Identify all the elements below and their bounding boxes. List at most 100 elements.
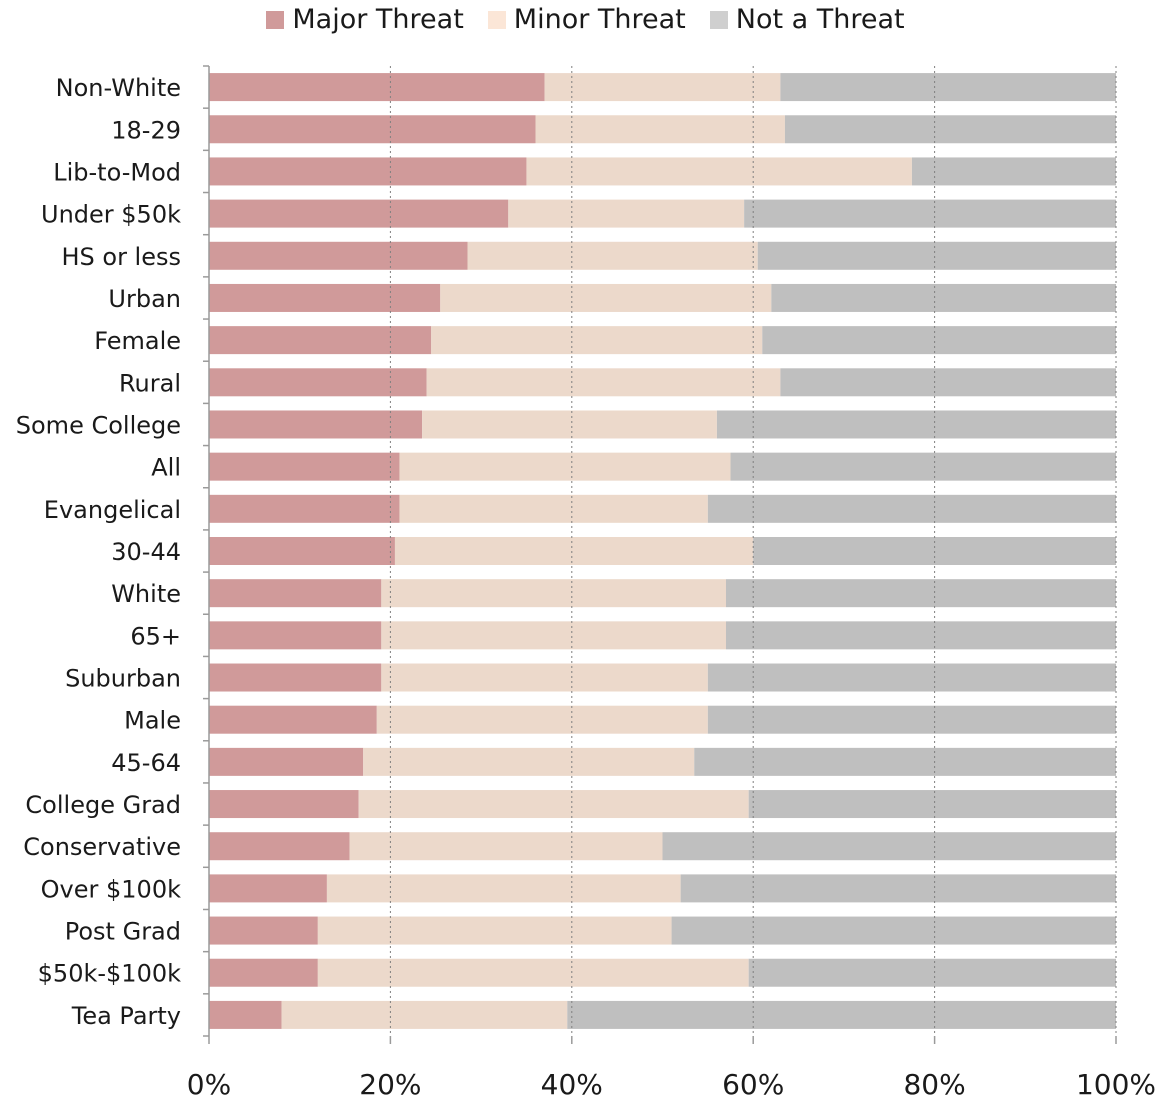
bar-major-threat-male <box>209 705 377 734</box>
bar-major-threat-30-44 <box>209 537 395 565</box>
bar-not-a-threat-lib-to-mod <box>911 157 1116 186</box>
x-tick-label: 20% <box>359 1068 421 1100</box>
bar-major-threat-suburban <box>209 663 382 692</box>
bar-not-a-threat-college-grad <box>748 790 1116 819</box>
bar-minor-threat-over-100k <box>326 874 681 903</box>
x-tick-label: 80% <box>903 1068 965 1100</box>
bar-minor-threat-rural <box>426 368 781 397</box>
y-tick-label: College Grad <box>25 791 181 819</box>
bar-not-a-threat-all <box>730 452 1116 481</box>
y-tick-label: White <box>111 580 181 608</box>
y-tick-label: Rural <box>119 369 181 397</box>
bar-not-a-threat-65 <box>725 621 1116 650</box>
bar-major-threat-18-29 <box>209 115 536 144</box>
bar-not-a-threat-urban <box>771 283 1116 312</box>
bar-not-a-threat-suburban <box>707 663 1116 692</box>
bar-not-a-threat-some-college <box>716 410 1116 439</box>
x-tick-label: 60% <box>722 1068 784 1100</box>
bar-minor-threat-18-29 <box>535 115 785 144</box>
bar-major-threat-50k-100k <box>209 958 318 987</box>
bar-minor-threat-30-44 <box>394 537 754 565</box>
y-tick-label: $50k-$100k <box>38 960 181 988</box>
bar-not-a-threat-male <box>707 705 1116 734</box>
y-tick-label: Conservative <box>23 833 181 861</box>
y-tick-label: 65+ <box>130 622 181 650</box>
bar-minor-threat-65 <box>381 621 726 650</box>
bar-minor-threat-under-50k <box>508 199 745 228</box>
y-tick-label: Over $100k <box>41 875 181 903</box>
bar-major-threat-post-grad <box>209 916 318 945</box>
bar-major-threat-lib-to-mod <box>209 157 527 186</box>
bar-not-a-threat-50k-100k <box>748 958 1116 987</box>
y-tick-label: HS or less <box>61 243 181 271</box>
y-tick-label: Post Grad <box>65 918 181 946</box>
bar-minor-threat-some-college <box>422 410 717 439</box>
bar-major-threat-evangelical <box>209 494 400 523</box>
legend-swatch-major-threat <box>266 10 285 29</box>
legend-item-minor-threat: Minor Threat <box>487 4 686 35</box>
bar-not-a-threat-conservative <box>662 832 1116 861</box>
bar-minor-threat-hs-or-less <box>467 241 758 270</box>
bar-not-a-threat-post-grad <box>671 916 1116 945</box>
x-tick-label: 40% <box>541 1068 603 1100</box>
bar-minor-threat-white <box>381 579 726 608</box>
y-tick-label: Tea Party <box>71 1002 181 1030</box>
y-tick-label: Female <box>94 327 181 355</box>
bar-minor-threat-urban <box>440 283 772 312</box>
bar-minor-threat-female <box>431 326 763 355</box>
x-tick-label: 0% <box>187 1068 231 1100</box>
bar-major-threat-under-50k <box>209 199 509 228</box>
bar-not-a-threat-tea-party <box>567 1000 1116 1029</box>
y-tick-label: Under $50k <box>41 201 181 229</box>
legend-label-minor-threat: Minor Threat <box>513 4 686 35</box>
bar-minor-threat-non-white <box>544 73 781 102</box>
bar-major-threat-rural <box>209 368 427 397</box>
bar-minor-threat-conservative <box>349 832 663 861</box>
bar-major-threat-65 <box>209 621 382 650</box>
bar-not-a-threat-45-64 <box>694 747 1116 776</box>
bar-major-threat-urban <box>209 283 441 312</box>
legend-item-major-threat: Major Threat <box>266 4 464 35</box>
y-tick-label: All <box>151 454 181 482</box>
bar-major-threat-white <box>209 579 382 608</box>
bar-not-a-threat-over-100k <box>680 874 1116 903</box>
y-tick-label: Male <box>124 707 181 735</box>
bar-not-a-threat-female <box>762 326 1116 355</box>
bar-minor-threat-50k-100k <box>317 958 749 987</box>
bar-major-threat-tea-party <box>209 1000 282 1029</box>
y-tick-label: Suburban <box>65 665 181 693</box>
bar-minor-threat-all <box>399 452 731 481</box>
legend-swatch-not-a-threat <box>709 10 728 29</box>
bar-major-threat-college-grad <box>209 790 359 819</box>
bar-minor-threat-45-64 <box>363 747 695 776</box>
bar-major-threat-all <box>209 452 400 481</box>
y-tick-label: Some College <box>16 411 181 439</box>
legend-label-major-threat: Major Threat <box>292 4 464 35</box>
bar-not-a-threat-white <box>725 579 1116 608</box>
bar-major-threat-non-white <box>209 73 545 102</box>
legend-item-not-a-threat: Not a Threat <box>709 4 905 35</box>
y-tick-label: Non-White <box>56 74 181 102</box>
bar-not-a-threat-evangelical <box>707 494 1116 523</box>
legend-label-not-a-threat: Not a Threat <box>735 4 905 35</box>
bar-minor-threat-suburban <box>381 663 708 692</box>
y-tick-label: Urban <box>108 285 181 313</box>
legend-swatch-minor-threat <box>487 10 506 29</box>
y-tick-label: 30-44 <box>111 538 181 566</box>
bar-major-threat-45-64 <box>209 747 364 776</box>
bar-not-a-threat-non-white <box>780 73 1116 102</box>
bar-minor-threat-evangelical <box>399 494 708 523</box>
bar-major-threat-over-100k <box>209 874 327 903</box>
bar-major-threat-conservative <box>209 832 350 861</box>
bar-minor-threat-lib-to-mod <box>526 157 912 186</box>
y-tick-label: Lib-to-Mod <box>53 158 181 186</box>
bar-not-a-threat-rural <box>780 368 1116 397</box>
bar-major-threat-female <box>209 326 432 355</box>
bar-not-a-threat-18-29 <box>784 115 1116 144</box>
bar-not-a-threat-hs-or-less <box>757 241 1116 270</box>
y-tick-label: 18-29 <box>111 116 181 144</box>
bar-not-a-threat-under-50k <box>744 199 1116 228</box>
bar-minor-threat-tea-party <box>281 1000 568 1029</box>
y-tick-label: Evangelical <box>44 496 181 524</box>
